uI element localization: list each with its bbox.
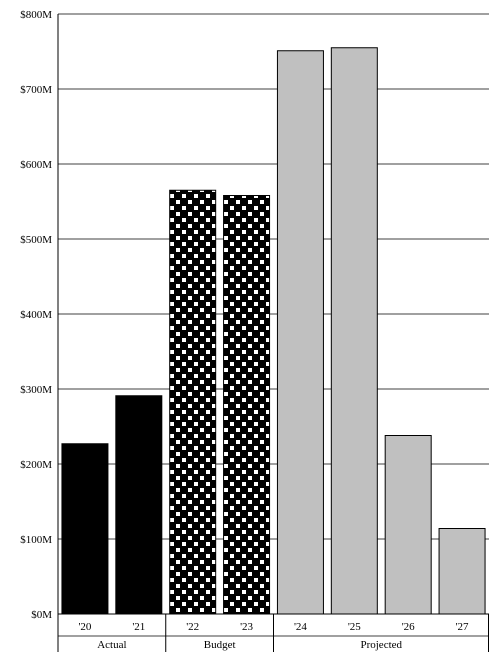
y-tick-label: $700M bbox=[20, 84, 52, 96]
group-labels: Actual Budget Projected bbox=[57, 614, 489, 652]
bar bbox=[115, 395, 163, 615]
y-tick-label: $300M bbox=[20, 384, 52, 396]
group-label: Budget bbox=[204, 639, 236, 651]
x-tick-label: '23 bbox=[240, 621, 253, 633]
x-tick-label: '22 bbox=[186, 621, 199, 633]
x-tick-label: '25 bbox=[348, 621, 361, 633]
y-tick-label: $800M bbox=[20, 9, 52, 21]
bar bbox=[438, 528, 486, 615]
group-label: Projected bbox=[360, 639, 402, 651]
group-label: Actual bbox=[97, 639, 126, 651]
y-tick-label: $600M bbox=[20, 159, 52, 171]
y-tick-label: $200M bbox=[20, 459, 52, 471]
y-axis-tick-labels: $0M $100M $200M $300M $400M $500M $600M $700M $8… bbox=[20, 9, 52, 621]
bar bbox=[276, 50, 324, 615]
y-tick-label: $400M bbox=[20, 309, 52, 321]
bar bbox=[330, 47, 378, 615]
y-tick-label: $100M bbox=[20, 534, 52, 546]
x-tick-label: '24 bbox=[294, 621, 307, 633]
bar bbox=[169, 189, 217, 615]
x-tick-label: '21 bbox=[132, 621, 145, 633]
x-tick-label: '27 bbox=[456, 621, 469, 633]
x-tick-label: '26 bbox=[402, 621, 415, 633]
bar bbox=[223, 195, 271, 615]
y-tick-label: $500M bbox=[20, 234, 52, 246]
bar bbox=[384, 435, 432, 615]
x-axis-tick-labels: '20 '21 '22 '23 '24 '25 '26 '27 bbox=[78, 621, 469, 633]
bars bbox=[61, 47, 486, 615]
y-tick-label: $0M bbox=[31, 609, 52, 621]
bar bbox=[61, 443, 109, 615]
x-tick-label: '20 bbox=[78, 621, 91, 633]
